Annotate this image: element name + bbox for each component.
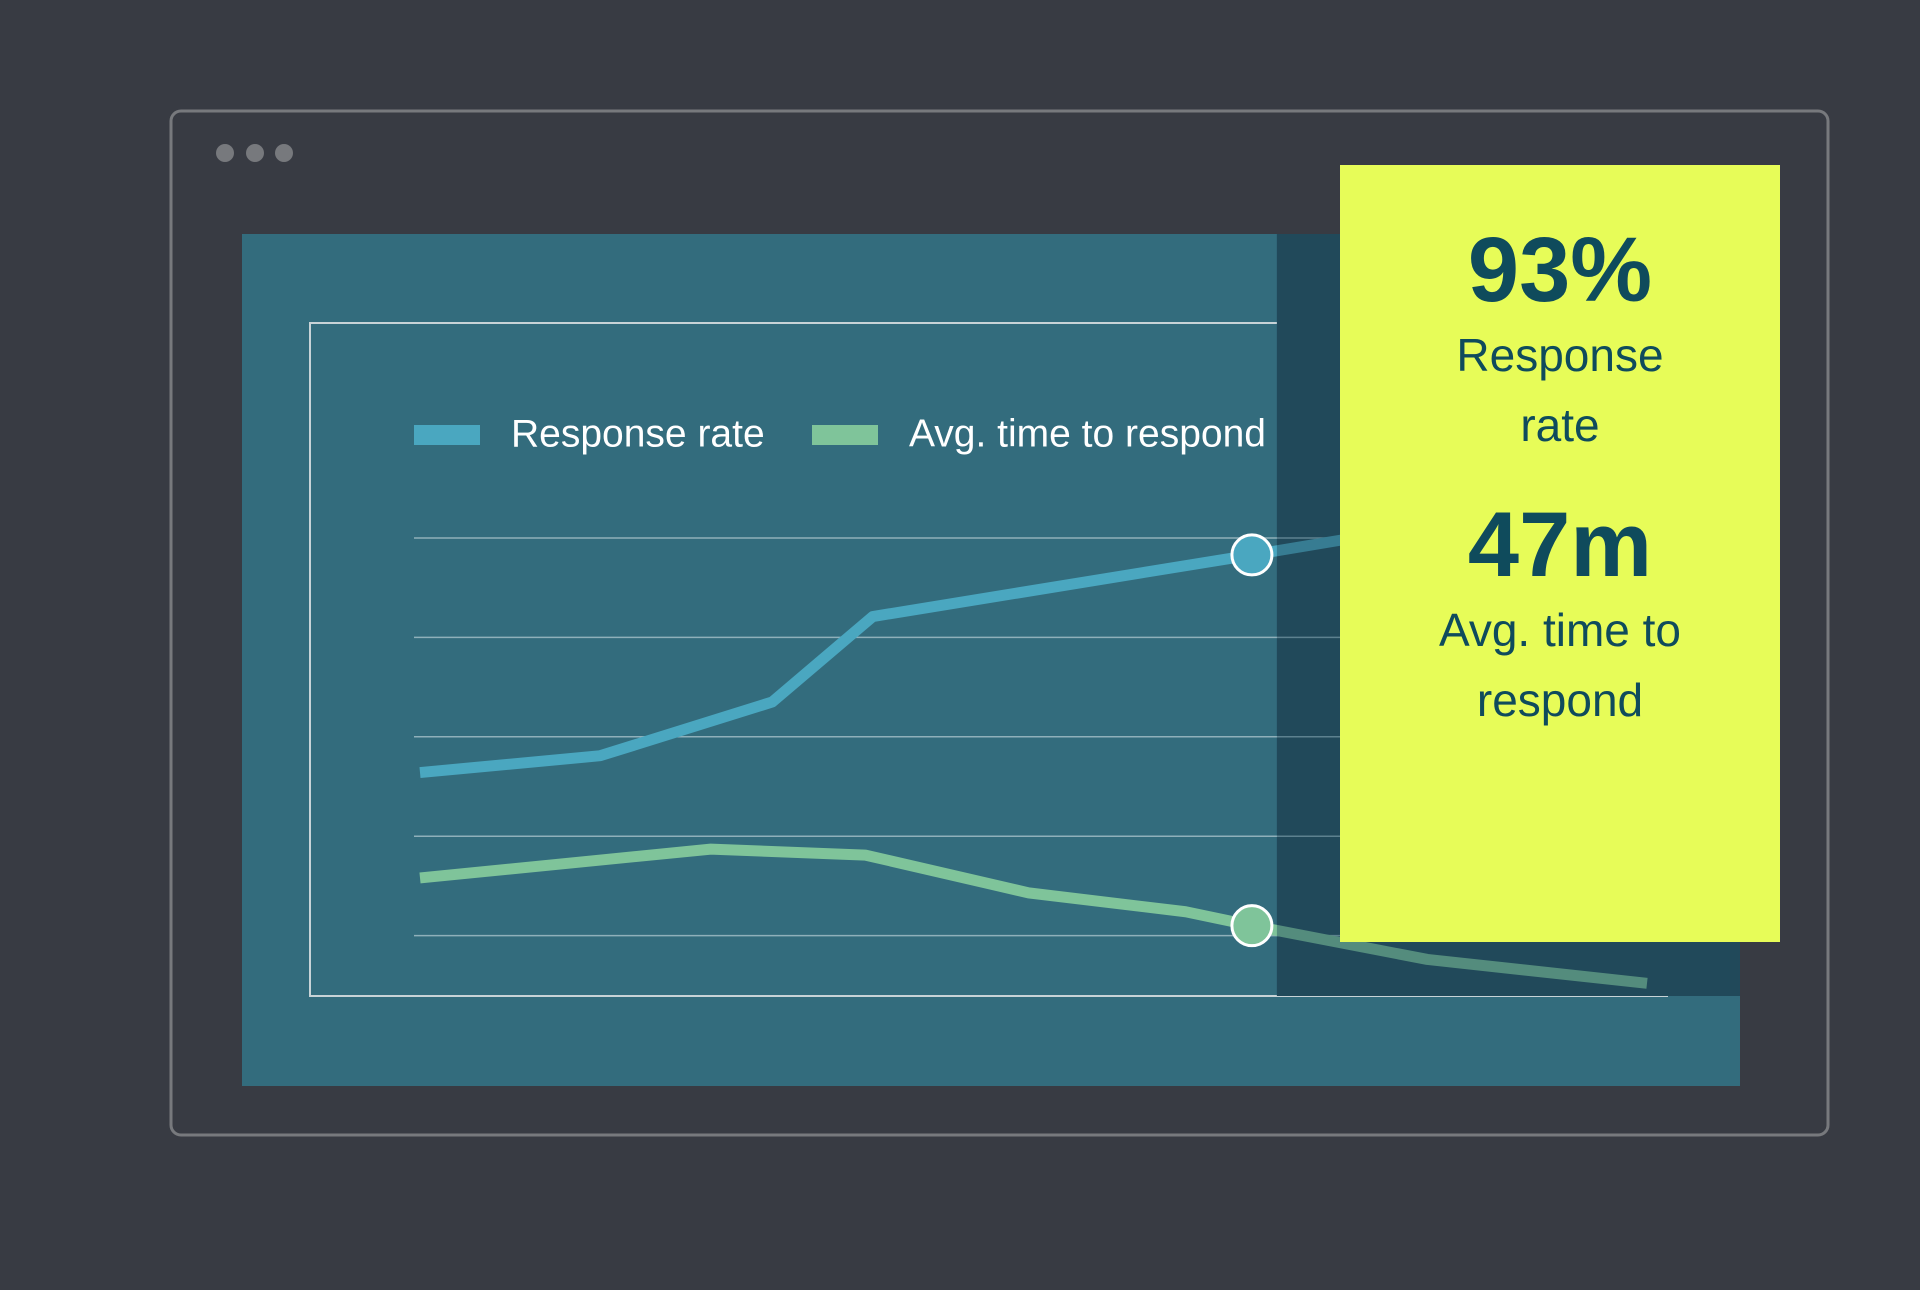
stat-label: Response rate bbox=[1456, 329, 1664, 451]
stat: 47m Avg. time to respond bbox=[1340, 495, 1780, 735]
cursor-point bbox=[1230, 533, 1274, 577]
legend-swatch bbox=[414, 425, 480, 445]
legend-label: Avg. time to respond bbox=[909, 412, 1266, 455]
cursor-point bbox=[1230, 904, 1274, 948]
window-dot[interactable] bbox=[275, 144, 293, 162]
series-line bbox=[419, 843, 1648, 989]
window-frame bbox=[169, 109, 1830, 1137]
stat: 93% Response rate bbox=[1340, 220, 1780, 460]
legend-swatch bbox=[812, 425, 878, 445]
legend-label: Response rate bbox=[511, 412, 765, 455]
stat-label: Avg. time to respond bbox=[1438, 604, 1682, 726]
stat-value: 47m bbox=[1467, 494, 1653, 596]
stat-card: 93% Response rate 47m Avg. time to respond bbox=[1340, 165, 1780, 942]
window-dot[interactable] bbox=[246, 144, 264, 162]
stat-value: 93% bbox=[1467, 219, 1653, 321]
window-dot[interactable] bbox=[216, 144, 234, 162]
